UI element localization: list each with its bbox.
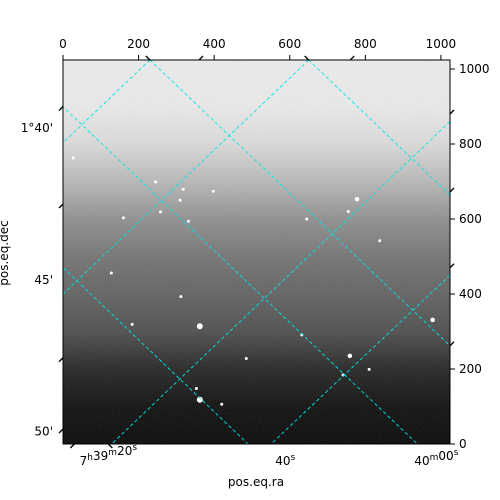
star-source-15: [196, 323, 203, 330]
dec-tick-label-0: 1°40': [21, 121, 53, 135]
star-source-17: [430, 317, 435, 323]
coordinate-grid: [63, 60, 450, 444]
ra-grid-line-0: [149, 60, 450, 347]
grid-edge-marks: [58, 55, 455, 449]
dec-tick-label-1: 45': [34, 273, 53, 287]
ra-tick-label-1: 40s: [275, 453, 295, 468]
edge-mark-13: [107, 443, 113, 449]
star-source-14: [130, 322, 134, 326]
star-source-0: [71, 156, 75, 160]
x-axis-label: pos.eq.ra: [228, 475, 284, 489]
star-source-13: [179, 295, 183, 299]
dec-tick-label-2: 50': [34, 425, 53, 439]
pixel-x-axis-top: 0 200 400 600 800 1000: [59, 37, 456, 60]
star-source-22: [194, 387, 198, 390]
dec-axis-left: 1°40' 45' 50': [21, 121, 53, 439]
star-source-23: [196, 396, 203, 403]
star-source-10: [378, 239, 382, 243]
edge-mark-7: [449, 341, 455, 347]
pixel-x-tick-label-0: 0: [59, 37, 67, 51]
star-source-6: [121, 216, 125, 220]
pixel-y-tick-label-0: 0: [459, 437, 467, 451]
pixel-x-tick-label-200: 200: [127, 37, 150, 51]
star-source-16: [300, 333, 304, 337]
ra-axis-bottom: 7h39m20s 40s 40m00s: [80, 443, 459, 468]
pixel-y-tick-label-1000: 1000: [459, 62, 490, 76]
edge-mark-6: [449, 263, 455, 269]
sky-image: [63, 60, 450, 444]
dec-grid-line-0: [63, 60, 151, 144]
star-source-24: [220, 402, 224, 406]
star-source-7: [186, 219, 190, 223]
ra-tick-label-2: 40m00s: [414, 448, 458, 468]
ra-grid-line-3: [63, 266, 249, 444]
edge-mark-2: [58, 357, 64, 363]
edge-mark-5: [449, 187, 455, 193]
star-source-3: [211, 189, 215, 193]
pixel-y-tick-label-400: 400: [459, 287, 482, 301]
star-source-2: [181, 187, 185, 191]
ra-tick-label-0: 7h39m20s: [80, 443, 138, 468]
star-source-12: [109, 271, 113, 275]
ra-grid-line-2: [63, 106, 418, 444]
star-source-19: [244, 357, 248, 360]
star-source-1: [154, 180, 158, 184]
star-source-9: [346, 210, 350, 213]
image-noise: [63, 60, 450, 444]
pixel-x-tick-label-1000: 1000: [426, 37, 457, 51]
pixel-y-tick-label-600: 600: [459, 212, 482, 226]
star-source-21: [367, 367, 371, 371]
dec-grid-line-1: [63, 60, 309, 295]
edge-mark-10: [304, 55, 310, 61]
edge-mark-0: [58, 106, 64, 111]
edge-mark-3: [58, 428, 64, 434]
plot-frame: [62, 59, 451, 445]
edge-mark-9: [198, 55, 204, 61]
pixel-y-tick-label-800: 800: [459, 137, 482, 151]
star-source-4: [178, 198, 182, 202]
pixel-x-tick-label-800: 800: [354, 37, 377, 51]
star-source-11: [305, 217, 309, 221]
pixel-y-tick-label-200: 200: [459, 362, 482, 376]
pixel-y-axis-right: 0 200 400 600 800 1000: [450, 62, 490, 451]
star-source-18: [347, 353, 353, 359]
star-source-5: [159, 210, 163, 214]
y-axis-label: pos.eq.dec: [0, 220, 11, 285]
edge-mark-4: [449, 109, 455, 115]
edge-mark-1: [58, 203, 64, 209]
edge-mark-11: [349, 55, 355, 61]
edge-mark-8: [145, 55, 151, 61]
edge-mark-12: [69, 443, 75, 449]
ra-grid-line-1: [308, 60, 450, 196]
pixel-x-tick-label-400: 400: [203, 37, 226, 51]
pixel-x-tick-label-600: 600: [278, 37, 301, 51]
star-source-8: [354, 196, 360, 202]
